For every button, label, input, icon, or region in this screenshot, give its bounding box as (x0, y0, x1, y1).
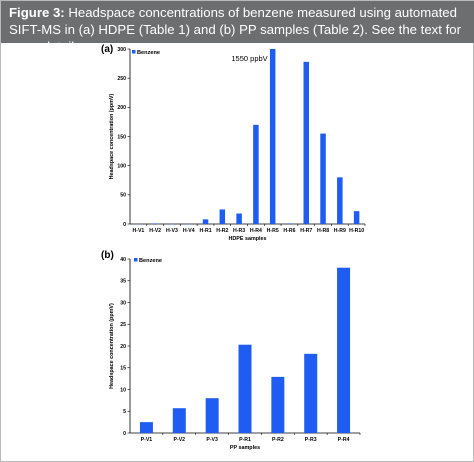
chart-b-bar-p-v1 (139, 422, 153, 433)
chart-a-bar-h-r4 (253, 124, 259, 224)
chart-b-x-tick-label: P-V2 (174, 437, 186, 443)
chart-b-bar-p-r2 (271, 376, 285, 433)
chart-a-x-tick-label: H-V2 (149, 228, 161, 234)
chart-a-y-tick-label: 300 (117, 47, 126, 53)
chart-b-y-tick-label: 0 (123, 431, 126, 437)
chart-b-x-tick-label: P-R4 (338, 437, 350, 443)
chart-a-x-tick-label: H-R4 (250, 228, 262, 234)
chart-a-x-tick-label: H-R10 (349, 228, 364, 234)
chart-a-y-tick-label: 200 (117, 105, 126, 111)
chart-a-x-axis-title: HDPE samples (228, 236, 266, 242)
chart-a-x-tick-label: H-V3 (166, 228, 178, 234)
chart-a-panel-label: (a) (101, 44, 113, 55)
chart-a-bar-h-r1 (202, 219, 209, 224)
chart-b-y-tick-label: 30 (120, 300, 126, 306)
chart-a-x-tick-label: H-R9 (334, 228, 346, 234)
chart-b-x-tick-label: P-V1 (141, 437, 153, 443)
chart-a-y-tick-label: 250 (117, 76, 126, 82)
chart-b-x-tick-label: P-R3 (305, 437, 317, 443)
chart-b-bar-p-v2 (172, 408, 186, 433)
chart-b-legend-label: Benzene (139, 258, 162, 264)
chart-a-x-tick-label: H-R7 (300, 228, 312, 234)
chart-b-bar-p-r3 (304, 353, 318, 433)
figure-caption: Figure 3: Headspace concentrations of be… (1, 1, 474, 54)
chart-a-legend-label: Benzene (137, 50, 160, 56)
chart-b-bar-p-v3 (205, 398, 219, 433)
chart-a-x-tick-label: H-V1 (132, 228, 144, 234)
chart-b-bar-p-r4 (337, 267, 351, 433)
chart-a-bar-h-v2 (152, 223, 158, 224)
chart-a-y-tick-label: 0 (123, 222, 126, 228)
chart-a-bar-h-r2 (219, 209, 226, 224)
chart-a-bar-h-r6 (286, 223, 293, 224)
chart-a-bar-h-r7 (303, 61, 309, 225)
chart-a-y-axis-title: Headspace concentration (ppmV) (109, 93, 115, 179)
chart-b-y-tick-label: 35 (120, 279, 126, 285)
chart-b-panel-label: (b) (101, 250, 114, 261)
chart-a-bar-h-r10 (353, 211, 360, 224)
chart-a-x-tick-label: H-V4 (183, 228, 195, 234)
chart-b-x-tick-label: P-R2 (272, 437, 284, 443)
chart-b-y-axis-title: Headspace concentration (ppmV) (109, 303, 115, 389)
chart-a-x-tick-label: H-R1 (199, 228, 211, 234)
chart-a-x-tick-label: H-R3 (233, 228, 245, 234)
chart-b-y-tick-label: 25 (120, 322, 126, 328)
chart-b-x-axis-title: PP samples (230, 445, 260, 451)
chart-a-legend-swatch (132, 50, 136, 54)
chart-a-bar-h-r9 (337, 177, 343, 224)
chart-a-x-tick-label: H-R6 (283, 228, 295, 234)
chart-a-x-tick-label: H-R5 (267, 228, 279, 234)
figure-caption-text: Headspace concentrations of benzene meas… (9, 5, 461, 54)
chart-b-y-tick-label: 10 (120, 387, 126, 393)
chart-b-x-tick-label: P-V3 (206, 437, 218, 443)
chart-b-y-tick-label: 5 (123, 409, 126, 415)
chart-a-y-tick-label: 150 (117, 134, 126, 140)
chart-a-annotation: 1550 ppbV (231, 54, 267, 63)
chart-a-y-tick-label: 50 (120, 193, 126, 199)
chart-a-bar-h-r8 (320, 133, 326, 224)
chart-a-x-tick-label: H-R8 (317, 228, 329, 234)
chart-b-bar-p-r1 (238, 344, 252, 433)
chart-b-y-tick-label: 15 (120, 366, 126, 372)
chart-a-bar-h-r5 (269, 49, 276, 224)
figure-label: Figure 3: (9, 5, 65, 20)
chart-b-legend-swatch (134, 258, 138, 262)
chart-b-y-tick-label: 20 (120, 344, 126, 350)
chart-b-y-tick-label: 40 (120, 257, 126, 263)
chart-a-y-tick-label: 100 (117, 163, 126, 169)
chart-a-x-tick-label: H-R2 (216, 228, 228, 234)
chart-b-x-tick-label: P-R1 (239, 437, 251, 443)
chart-a-bar-h-r3 (236, 213, 242, 224)
